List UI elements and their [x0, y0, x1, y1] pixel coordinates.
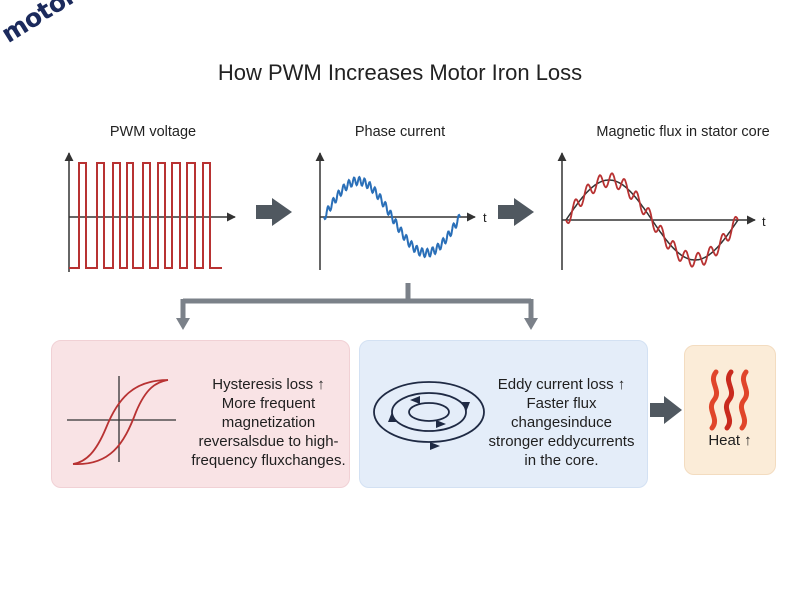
eddy-heading: Eddy current loss ↑ [497, 376, 626, 393]
hysteresis-text: Hysteresis loss ↑ More frequent magnetiz… [191, 375, 346, 470]
hysteresis-line: frequency fluxchanges. [191, 452, 346, 469]
arrow-right-icon [650, 396, 682, 424]
panel-label-phase-current: Phase current [354, 124, 446, 140]
heat-waves-icon [708, 369, 750, 431]
hysteresis-line: reversalsdue to high- [198, 433, 339, 450]
current-axes [315, 152, 476, 270]
eddy-line: stronger eddycurrents [488, 433, 635, 450]
panel-label-magnetic-flux: Magnetic flux in stator core [596, 124, 770, 140]
hysteresis-line: magnetization [221, 414, 316, 431]
hysteresis-line: More frequent [221, 395, 316, 412]
arrow-right-icon [498, 198, 534, 226]
eddy-text: Eddy current loss ↑ Faster flux changesi… [484, 375, 639, 470]
flux-axes [557, 152, 756, 270]
eddy-line: in the core. [524, 452, 599, 469]
arrow-down-icon [524, 318, 538, 330]
eddy-current-icon [373, 381, 485, 443]
eddy-line: Faster flux [526, 395, 597, 412]
heat-box [684, 345, 776, 475]
flux-t-label: t [762, 214, 766, 229]
phase-current-waveform [323, 175, 461, 259]
eddy-line: changesinduce [511, 414, 612, 431]
flux-ripple-waveform [565, 172, 739, 268]
arrow-right-icon [256, 198, 292, 226]
pwm-voltage-waveform [69, 162, 222, 269]
hysteresis-loop-icon [67, 376, 176, 465]
branch-connector [180, 283, 534, 318]
hysteresis-loss-box [51, 340, 350, 488]
panel-label-pwm-voltage: PWM voltage [109, 124, 197, 140]
eddy-direction-arrows [388, 396, 470, 450]
current-t-label: t [483, 210, 487, 225]
heat-label: Heat ↑ [708, 432, 752, 449]
diagram-title: How PWM Increases Motor Iron Loss [217, 60, 583, 85]
hysteresis-heading: Hysteresis loss ↑ [212, 376, 325, 393]
arrow-down-icon [176, 318, 190, 330]
eddy-current-loss-box [359, 340, 648, 488]
